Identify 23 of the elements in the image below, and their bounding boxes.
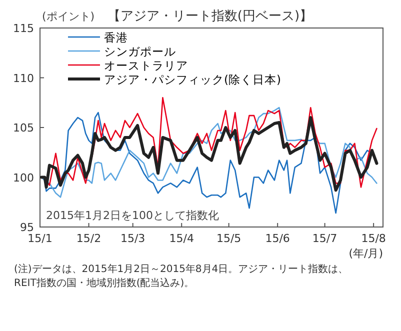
annotation: 2015年1月2日を100として指数化: [46, 209, 219, 222]
y-tick-label: 115: [13, 22, 34, 35]
x-tick-label: 15/1: [28, 232, 52, 245]
x-tick-label: 15/4: [169, 232, 194, 245]
y-tick-label: 110: [13, 72, 34, 85]
legend-label: オーストラリア: [104, 58, 188, 72]
x-tick-label: 15/5: [216, 232, 242, 245]
y-axis-title: (ポイント): [42, 10, 95, 23]
x-tick-label: 15/7: [312, 232, 338, 245]
legend-label: アジア・パシフィック(除く日本): [104, 72, 281, 86]
text: (注)データは、2015年1月2日～2015年8月4日。アジア・リート指数は、: [14, 263, 348, 275]
legend-label: 香港: [104, 30, 128, 44]
x-tick-label: 15/8: [361, 232, 386, 245]
x-tick-label: 15/3: [120, 232, 146, 245]
x-tick-label: 15/6: [265, 232, 290, 245]
legend-label: シンガポール: [104, 44, 176, 58]
y-tick-label: 95: [20, 221, 34, 234]
y-tick-label: 105: [13, 122, 34, 134]
y-tick-label: 100: [13, 171, 34, 184]
chart-title: 【アジア・リート指数(円ベース)】: [107, 9, 313, 24]
text: REIT指数の国・地域別指数(配当込み)。: [14, 277, 194, 289]
x-tick-label: 15/2: [76, 232, 102, 245]
x-axis-title: (年/月): [348, 247, 383, 260]
